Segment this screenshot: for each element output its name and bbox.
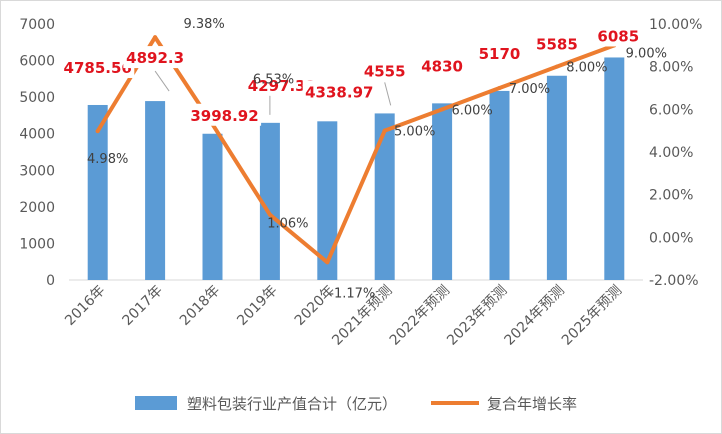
rate-value-label: 4.98% bbox=[87, 152, 128, 167]
rate-value-label: 8.00% bbox=[566, 61, 607, 76]
bar-value-label-bg bbox=[362, 59, 407, 82]
legend-label-line: 复合年增长率 bbox=[487, 395, 577, 413]
x-tick-label: 2024年预测 bbox=[502, 283, 568, 349]
y-right-tick-label: 8.00% bbox=[649, 60, 693, 76]
label-leader-line bbox=[384, 82, 392, 106]
bar-value-label: 4785.56 bbox=[64, 59, 132, 77]
x-tick-label: 2017年 bbox=[120, 283, 166, 329]
rate-value-label: 9.00% bbox=[626, 46, 667, 61]
x-tick-label: 2018年 bbox=[177, 283, 223, 329]
bar-value-label: 5585 bbox=[536, 36, 578, 54]
bar-value-label-bg bbox=[534, 32, 580, 55]
growth-rate-point bbox=[382, 128, 387, 133]
bar bbox=[145, 101, 166, 280]
bar bbox=[546, 75, 567, 281]
y-left-tick-label: 1000 bbox=[19, 236, 55, 252]
growth-rate-point bbox=[554, 64, 559, 69]
y-right-tick-label: 0.00% bbox=[649, 230, 693, 246]
bar-value-label-bg bbox=[596, 24, 641, 47]
y-left-tick-label: 0 bbox=[46, 273, 55, 289]
bar bbox=[87, 104, 108, 281]
x-tick-label: 2019年 bbox=[234, 283, 280, 329]
bar-value-label: 4338.97 bbox=[305, 83, 373, 101]
bar bbox=[317, 121, 338, 281]
rate-value-label: 1.06% bbox=[267, 217, 308, 232]
bar-value-label: 4892.3 bbox=[126, 49, 184, 67]
growth-rate-line bbox=[95, 35, 617, 265]
bar-value-label: 4555 bbox=[364, 62, 406, 80]
bar-value-label-bg bbox=[61, 55, 135, 78]
legend-swatch-bar bbox=[135, 396, 177, 410]
y-right-tick-label: 4.00% bbox=[649, 145, 693, 161]
bar-value-label-bg bbox=[245, 73, 319, 96]
rate-value-label: 6.53% bbox=[253, 72, 294, 87]
bar bbox=[374, 113, 395, 280]
legend-label-bar: 塑料包装行业产值合计（亿元） bbox=[187, 395, 397, 413]
bar-value-label: 3998.92 bbox=[190, 107, 258, 125]
bar bbox=[432, 103, 453, 280]
bar-value-label-bg bbox=[123, 46, 187, 69]
bar-value-label: 5170 bbox=[479, 45, 521, 63]
y-right-tick-label: 6.00% bbox=[649, 102, 693, 118]
growth-rate-point bbox=[95, 129, 100, 134]
growth-rate-point bbox=[325, 260, 330, 265]
y-right-tick-label: -2.00% bbox=[649, 273, 699, 289]
bar bbox=[604, 57, 625, 280]
y-left-tick-label: 7000 bbox=[19, 17, 55, 33]
x-tick-label: 2025年预测 bbox=[559, 283, 625, 349]
bar bbox=[259, 122, 280, 280]
bar-value-label-bg bbox=[419, 54, 465, 77]
bar-value-label: 4297.32 bbox=[248, 77, 316, 95]
y-left-tick-label: 3000 bbox=[19, 163, 55, 179]
bar-value-label-bg bbox=[187, 103, 262, 126]
y-left-tick-label: 5000 bbox=[19, 90, 55, 106]
y-left-tick-label: 4000 bbox=[19, 127, 55, 143]
bar bbox=[489, 90, 510, 280]
y-left-tick-label: 6000 bbox=[19, 54, 55, 70]
label-leader-line bbox=[154, 70, 170, 92]
x-tick-label: 2022年预测 bbox=[387, 283, 453, 349]
growth-rate-point bbox=[153, 35, 158, 40]
growth-rate-point bbox=[497, 86, 502, 90]
bar-value-label: 6085 bbox=[597, 27, 639, 45]
bar-value-label: 4830 bbox=[421, 57, 463, 75]
rate-value-label: 9.38% bbox=[183, 17, 224, 32]
rate-value-label: 6.00% bbox=[451, 103, 492, 118]
y-right-tick-label: 10.00% bbox=[649, 17, 702, 33]
rate-value-label: 7.00% bbox=[509, 82, 550, 97]
bar bbox=[202, 133, 223, 280]
bar-value-label-bg bbox=[302, 80, 376, 103]
rate-value-label: -1.17% bbox=[329, 286, 375, 301]
y-left-tick-label: 2000 bbox=[19, 200, 55, 216]
y-right-tick-label: 2.00% bbox=[649, 188, 693, 204]
growth-rate-point bbox=[440, 107, 445, 112]
bar-value-label-bg bbox=[477, 41, 522, 64]
x-tick-label: 2016年 bbox=[62, 283, 108, 329]
x-tick-label: 2023年预测 bbox=[444, 283, 510, 349]
rate-value-label: 5.00% bbox=[394, 125, 435, 140]
growth-rate-point bbox=[267, 212, 272, 217]
